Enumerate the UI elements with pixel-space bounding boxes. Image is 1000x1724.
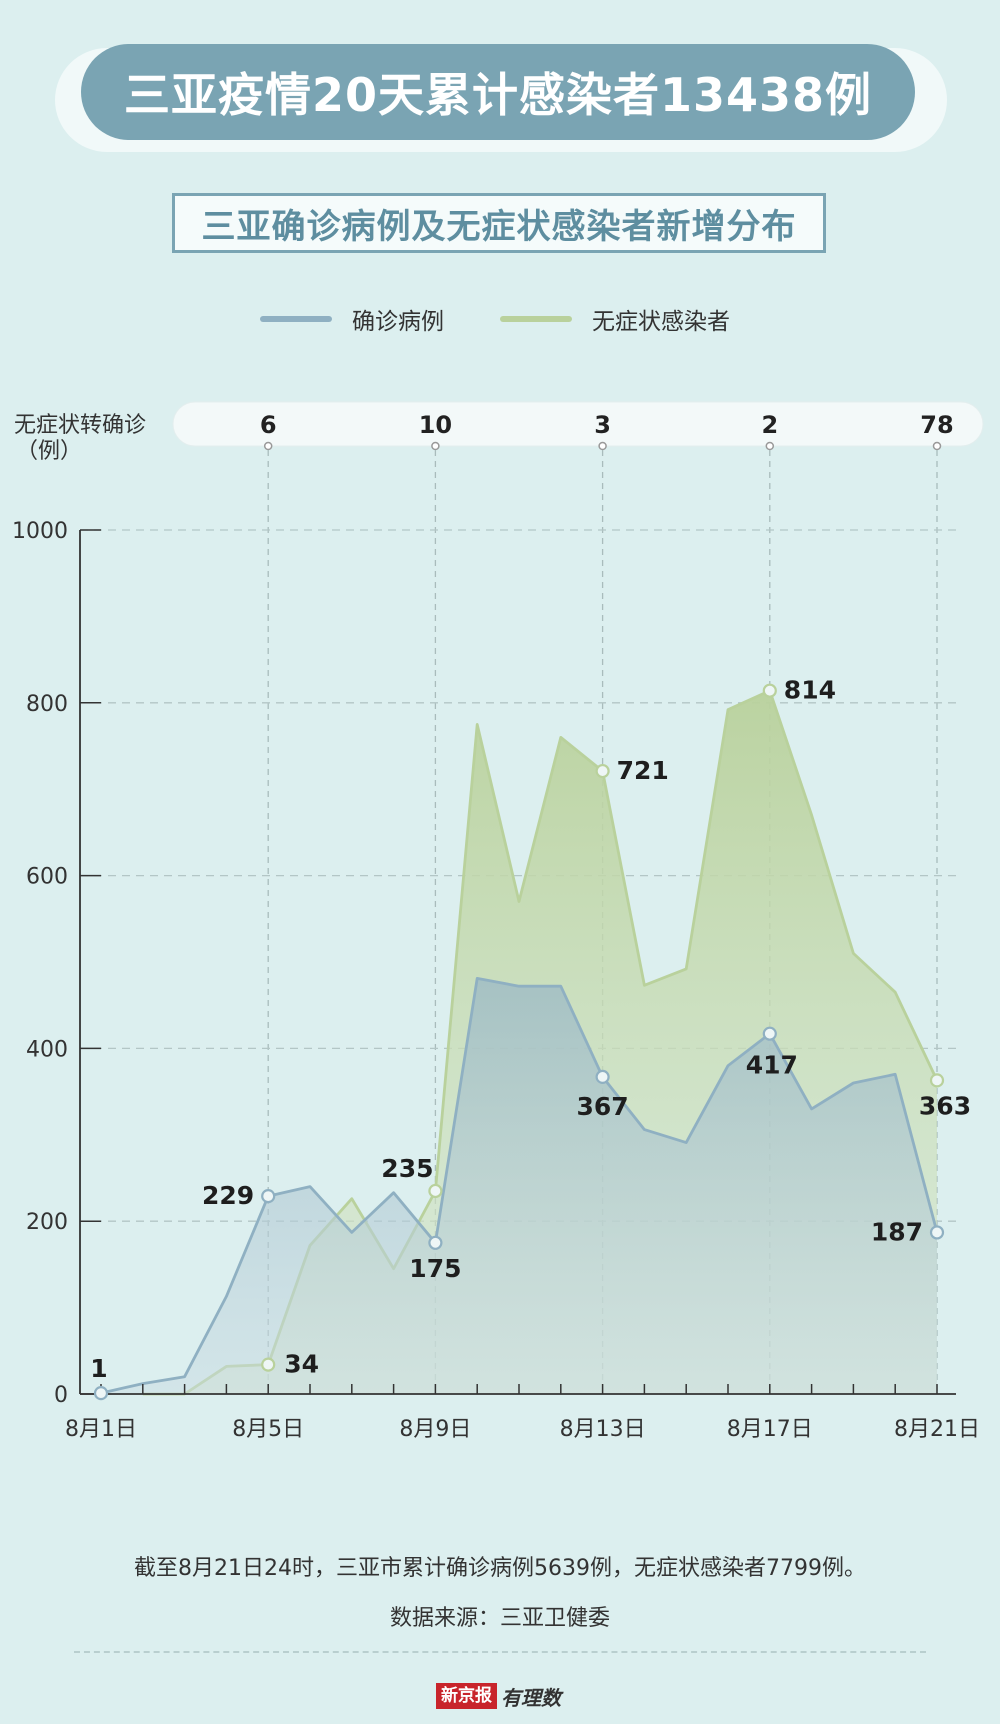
confirmed-point bbox=[261, 1189, 276, 1204]
legend-confirmed-label: 确诊病例 bbox=[352, 309, 444, 335]
y-tick-label: 200 bbox=[26, 1210, 68, 1235]
y-tick-label: 1000 bbox=[12, 519, 68, 544]
asymptomatic-data-label: 363 bbox=[919, 1091, 971, 1120]
brand-logo-text: 有理数 bbox=[501, 1685, 561, 1710]
asymptomatic-point bbox=[428, 1183, 443, 1199]
asymptomatic-data-label: 34 bbox=[284, 1350, 319, 1379]
data-source: 数据来源：三亚卫健委 bbox=[389, 1606, 610, 1631]
y-tick-label: 600 bbox=[26, 865, 68, 890]
asymptomatic-point bbox=[762, 683, 777, 698]
confirmed-line bbox=[100, 977, 939, 1395]
confirmed-point bbox=[93, 1386, 109, 1401]
y-axis-label: （例） bbox=[16, 439, 82, 464]
asymptomatic-data-label: 235 bbox=[381, 1154, 433, 1183]
page-title: 三亚疫情20天累计感染者13438例 bbox=[81, 44, 915, 140]
confirmed-data-label: 187 bbox=[871, 1217, 923, 1246]
asymptomatic-point bbox=[595, 763, 610, 779]
confirmed-point bbox=[595, 1069, 610, 1085]
conversion-marker bbox=[932, 441, 942, 451]
conversion-value: 10 bbox=[419, 411, 452, 439]
confirmed-data-label: 1 bbox=[90, 1354, 107, 1383]
x-tick-label: 8月1日 bbox=[65, 1417, 137, 1442]
chart-title: 三亚确诊病例及无症状感染者新增分布 bbox=[172, 193, 826, 253]
x-tick-label: 8月21日 bbox=[894, 1417, 980, 1442]
conversion-marker bbox=[598, 441, 607, 451]
asymptomatic-point bbox=[261, 1357, 276, 1372]
confirmed-point bbox=[929, 1225, 945, 1240]
legend-confirmed: 确诊病例 bbox=[260, 302, 444, 336]
legend-asymptomatic-label: 无症状感染者 bbox=[592, 309, 730, 335]
x-tick-label: 8月9日 bbox=[399, 1417, 471, 1442]
confirmed-point bbox=[428, 1235, 443, 1250]
conversion-row-pill bbox=[172, 401, 984, 447]
asymptomatic-data-label: 721 bbox=[617, 756, 669, 785]
brand-logo: 新京报 有理数 bbox=[436, 1682, 561, 1710]
conversion-marker bbox=[263, 441, 273, 451]
y-tick-label: 0 bbox=[54, 1383, 68, 1408]
conversion-value: 78 bbox=[920, 411, 953, 439]
confirmed-data-label: 367 bbox=[577, 1092, 629, 1121]
footer-note: 截至8月21日24时，三亚市累计确诊病例5639例，无症状感染者7799例。 bbox=[134, 1556, 866, 1581]
area-chart: 无症状转确诊 6 10 3 2 78 0 200 400 600 800 1000 （例） 8月1日 8月… bbox=[12, 401, 984, 1442]
legend-asymptomatic: 无症状感染者 bbox=[500, 302, 730, 336]
brand-logo-box: 新京报 bbox=[436, 1683, 497, 1709]
conversion-marker bbox=[765, 441, 775, 451]
confirmed-point bbox=[762, 1026, 777, 1041]
x-tick-label: 8月17日 bbox=[727, 1417, 813, 1442]
confirmed-data-label: 417 bbox=[746, 1051, 798, 1080]
conversion-value: 3 bbox=[594, 411, 611, 439]
confirmed-area bbox=[101, 978, 937, 1394]
asymptomatic-data-label: 814 bbox=[784, 676, 836, 705]
legend-asymptomatic-swatch bbox=[500, 316, 572, 322]
confirmed-data-label: 229 bbox=[202, 1181, 254, 1210]
chart-legend: 确诊病例 无症状感染者 bbox=[0, 302, 1000, 342]
x-tick-label: 8月5日 bbox=[232, 1417, 304, 1442]
footer-divider bbox=[74, 1651, 926, 1653]
conversion-value: 2 bbox=[761, 411, 778, 439]
conversion-marker bbox=[431, 441, 440, 451]
asymptomatic-point bbox=[929, 1073, 945, 1088]
conversion-row-label: 无症状转确诊 bbox=[14, 413, 146, 438]
legend-confirmed-swatch bbox=[260, 316, 332, 322]
x-tick-label: 8月13日 bbox=[560, 1417, 646, 1442]
y-tick-label: 400 bbox=[26, 1037, 68, 1062]
confirmed-data-label: 175 bbox=[409, 1254, 461, 1283]
conversion-value: 6 bbox=[260, 411, 277, 439]
y-tick-label: 800 bbox=[26, 692, 68, 717]
